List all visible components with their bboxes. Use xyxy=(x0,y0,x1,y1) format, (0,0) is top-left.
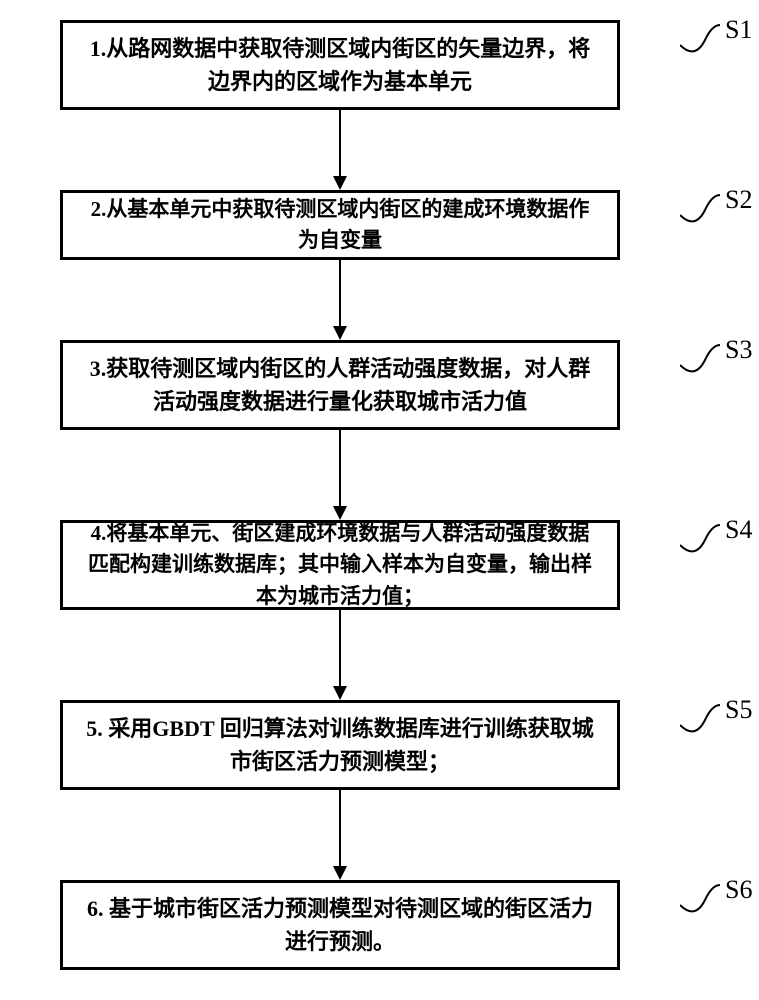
step-text: 1.从路网数据中获取待测区域内街区的矢量边界，将边界内的区域作为基本单元 xyxy=(83,32,597,98)
step-label-text: S1 xyxy=(725,15,752,45)
step-label-s6: S6 xyxy=(680,880,750,937)
step-label-text: S6 xyxy=(725,875,752,905)
step-text: 5. 采用GBDT 回归算法对训练数据库进行训练获取城市街区活力预测模型； xyxy=(83,712,597,778)
step-label-s5: S5 xyxy=(680,700,750,757)
step-label-s3: S3 xyxy=(680,340,750,397)
step-label-text: S4 xyxy=(725,515,752,545)
step-box-s1: 1.从路网数据中获取待测区域内街区的矢量边界，将边界内的区域作为基本单元 xyxy=(60,20,620,110)
arrow-s2-s3 xyxy=(330,260,350,340)
arrow-s3-s4 xyxy=(330,430,350,520)
arrow-s1-s2 xyxy=(330,110,350,190)
step-label-text: S5 xyxy=(725,695,752,725)
step-label-text: S2 xyxy=(725,185,752,215)
step-text: 2.从基本单元中获取待测区域内街区的建成环境数据作为自变量 xyxy=(83,194,597,257)
step-box-s3: 3.获取待测区域内街区的人群活动强度数据，对人群活动强度数据进行量化获取城市活力… xyxy=(60,340,620,430)
step-box-s2: 2.从基本单元中获取待测区域内街区的建成环境数据作为自变量 xyxy=(60,190,620,260)
arrow-s5-s6 xyxy=(330,790,350,880)
step-label-text: S3 xyxy=(725,335,752,365)
step-box-s6: 6. 基于城市街区活力预测模型对待测区域的街区活力进行预测。 xyxy=(60,880,620,970)
step-text: 6. 基于城市街区活力预测模型对待测区域的街区活力进行预测。 xyxy=(83,892,597,958)
step-label-s2: S2 xyxy=(680,190,750,247)
step-text: 4.将基本单元、街区建成环境数据与人群活动强度数据匹配构建训练数据库；其中输入样… xyxy=(83,518,597,613)
step-label-s4: S4 xyxy=(680,520,750,577)
step-box-s4: 4.将基本单元、街区建成环境数据与人群活动强度数据匹配构建训练数据库；其中输入样… xyxy=(60,520,620,610)
flowchart-canvas: 1.从路网数据中获取待测区域内街区的矢量边界，将边界内的区域作为基本单元 S1 … xyxy=(0,0,759,1000)
arrow-s4-s5 xyxy=(330,610,350,700)
step-box-s5: 5. 采用GBDT 回归算法对训练数据库进行训练获取城市街区活力预测模型； xyxy=(60,700,620,790)
step-label-s1: S1 xyxy=(680,20,750,77)
step-text: 3.获取待测区域内街区的人群活动强度数据，对人群活动强度数据进行量化获取城市活力… xyxy=(83,352,597,418)
